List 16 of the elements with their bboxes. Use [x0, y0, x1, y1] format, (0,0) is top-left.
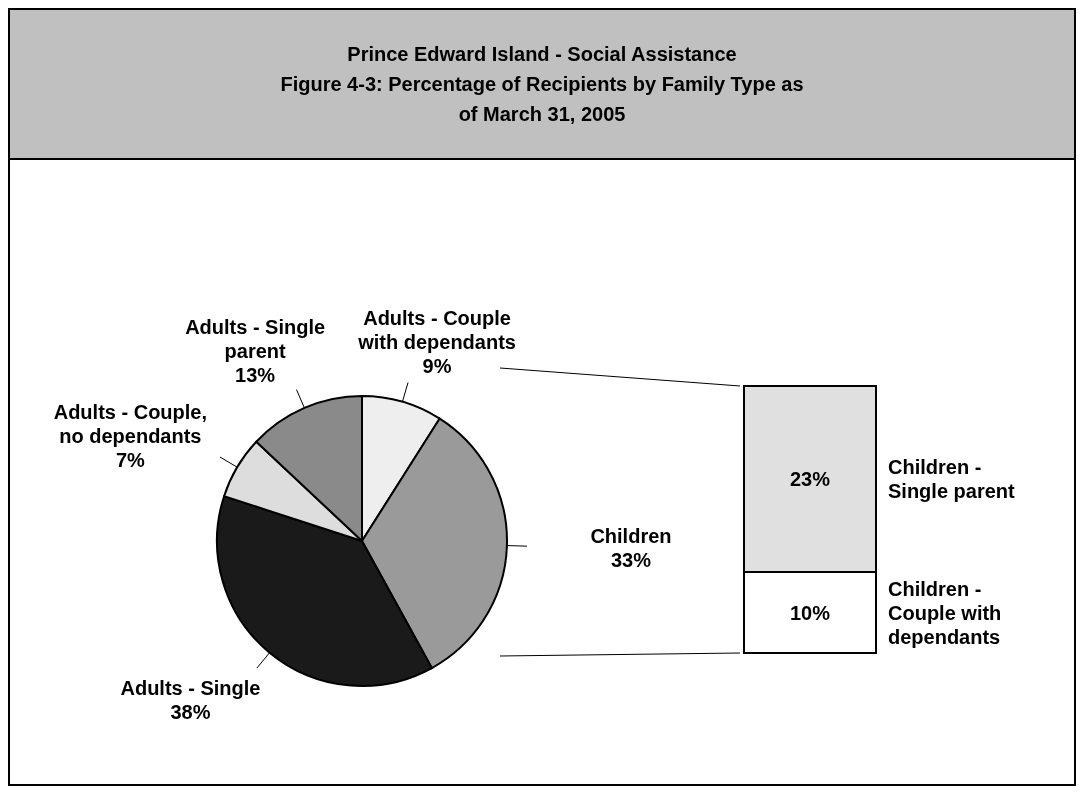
slice-label: Adults - Couple with dependants — [357, 307, 516, 354]
data-label: 7% — [115, 448, 146, 471]
chart-subtitle: Figure 4-3: Percentage of Recipients by Family Type as of March 31, 2005 — [279, 72, 805, 127]
slice-label: Adults - Couple, no dependants — [53, 400, 208, 447]
slice-label: Children — [590, 524, 672, 547]
data-label: 10% — [789, 601, 831, 624]
slice-label: Adults - Single parent — [185, 316, 326, 363]
series-label: Children - Single parent — [888, 456, 1016, 503]
slice-label: Adults - Single — [120, 677, 261, 700]
chart-title: Prince Edward Island - Social Assistance — [347, 42, 737, 67]
series-label: Children - Couple with dependants — [888, 577, 1002, 648]
data-label: 23% — [789, 468, 831, 491]
data-label: 38% — [170, 701, 211, 724]
data-label: 9% — [422, 355, 452, 378]
data-label: 33% — [610, 548, 652, 571]
data-label: 13% — [235, 364, 276, 387]
